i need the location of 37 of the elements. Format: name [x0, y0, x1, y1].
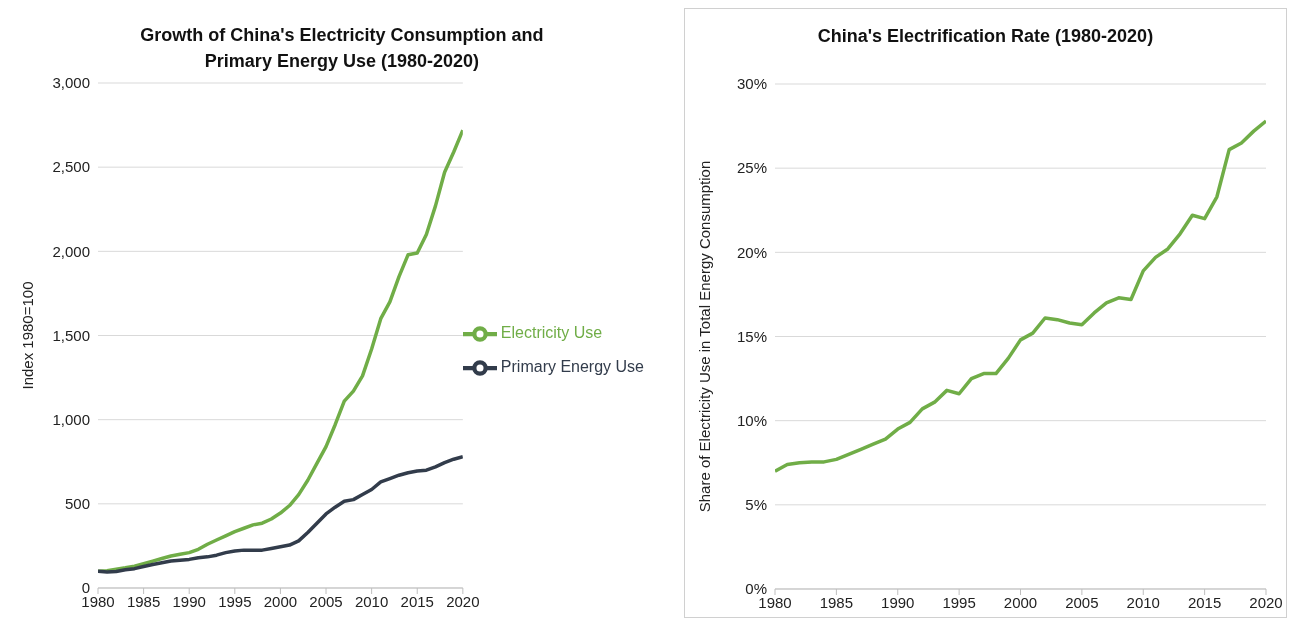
y-tick-label: 5%	[745, 496, 767, 514]
x-tick-label: 1985	[819, 593, 853, 611]
x-tick-label: 2015	[400, 592, 434, 610]
legend-label: Primary Energy Use	[500, 357, 644, 375]
y-tick-label: 15%	[736, 327, 767, 345]
y-tick-label: 1,000	[52, 410, 90, 428]
y-tick-label: 10%	[736, 411, 767, 429]
line-series	[774, 119, 1266, 473]
y-tick-label: 30%	[736, 75, 767, 93]
chart-title: Growth of China's Electricity Consumption and Primary Energy Use (1980-2020)	[139, 24, 545, 73]
y-axis-title: Share of Electricity Use in Total Energy Consumption	[696, 160, 714, 513]
y-axis-title: Index 1980=100	[19, 281, 37, 390]
x-tick-label: 2010	[354, 592, 389, 610]
x-tick-label: 1990	[172, 592, 206, 610]
y-tick-label: 3,000	[52, 74, 90, 92]
chart-title: China's Electrification Rate (1980-2020)	[816, 25, 1155, 48]
x-tick-label: 1985	[126, 592, 161, 610]
x-tick-label: 2000	[263, 592, 298, 610]
legend-label: Electricity Use	[500, 323, 603, 341]
x-tick-label: 2005	[309, 592, 343, 610]
line-series	[98, 454, 463, 574]
x-tick-label: 2015	[1187, 593, 1222, 611]
line-series	[98, 128, 463, 573]
x-tick-label: 2010	[1126, 593, 1160, 611]
x-tick-label: 2020	[446, 592, 480, 610]
y-tick-label: 25%	[736, 159, 767, 177]
x-tick-label: 1995	[942, 593, 976, 611]
x-tick-label: 1990	[880, 593, 915, 611]
x-tick-label: 2020	[1249, 593, 1283, 611]
y-tick-label: 1,500	[52, 326, 90, 344]
y-tick-label: 20%	[736, 243, 767, 261]
x-tick-label: 2000	[1003, 593, 1038, 611]
y-tick-label: 2,500	[52, 158, 90, 176]
x-tick-label: 1995	[218, 592, 252, 610]
y-tick-label: 2,000	[52, 242, 90, 260]
x-tick-label: 2005	[1065, 593, 1099, 611]
y-tick-label: 500	[64, 495, 90, 513]
